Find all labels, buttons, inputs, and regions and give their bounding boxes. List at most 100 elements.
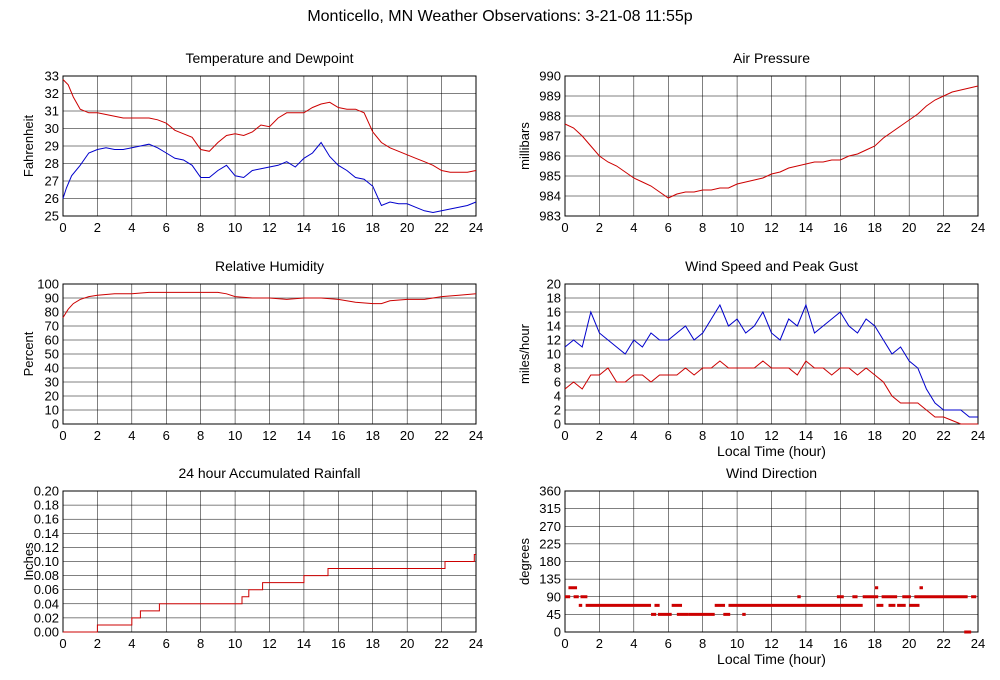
- x-tick-label: 16: [833, 428, 847, 443]
- wind-direction-point: [676, 612, 689, 616]
- x-tick-label: 12: [262, 220, 276, 235]
- x-tick-label: 22: [434, 428, 448, 443]
- x-tick-label: 16: [833, 220, 847, 235]
- y-axis-label: miles/hour: [517, 323, 532, 384]
- wind-direction-point: [919, 586, 923, 590]
- chart-title: Wind Speed and Peak Gust: [685, 258, 858, 274]
- y-tick-label: 32: [45, 86, 59, 101]
- y-tick-label: 90: [547, 589, 561, 604]
- y-tick-label: 0.18: [34, 498, 59, 513]
- y-tick-label: 986: [539, 149, 561, 164]
- x-tick-label: 2: [94, 636, 101, 651]
- x-tick-label: 10: [228, 220, 242, 235]
- chart-panel-5: 0 2 4 6 8 10 12 14 16 18 20 22 240.000.020.040.060.0…: [21, 465, 483, 651]
- x-tick-label: 4: [128, 220, 135, 235]
- series-line-1: [62, 79, 477, 173]
- y-axis-label: Fahrenheit: [21, 115, 36, 178]
- y-tick-label: 100: [37, 277, 59, 292]
- x-tick-label: 0: [59, 636, 66, 651]
- x-tick-label: 10: [228, 428, 242, 443]
- x-tick-label: 6: [665, 636, 672, 651]
- x-tick-label: 18: [868, 220, 882, 235]
- y-tick-label: 18: [547, 291, 561, 306]
- x-axis-label: Local Time (hour): [717, 443, 826, 459]
- x-tick-label: 18: [366, 428, 380, 443]
- wind-direction-point: [580, 595, 588, 599]
- y-tick-label: 0: [52, 417, 59, 432]
- x-tick-label: 10: [730, 636, 744, 651]
- x-tick-label: 24: [469, 220, 483, 235]
- wind-direction-point: [862, 595, 879, 599]
- wind-direction-point: [654, 603, 660, 607]
- x-tick-label: 8: [197, 220, 204, 235]
- wind-direction-point: [914, 595, 968, 599]
- x-tick-label: 14: [297, 428, 311, 443]
- y-tick-label: 0.04: [34, 596, 59, 611]
- wind-direction-point: [874, 586, 879, 590]
- y-tick-label: 0: [554, 625, 561, 640]
- figure-title: Monticello, MN Weather Observations: 3-2…: [307, 8, 693, 25]
- x-tick-label: 18: [366, 220, 380, 235]
- chart-title: 24 hour Accumulated Rainfall: [178, 465, 360, 481]
- x-tick-label: 2: [596, 428, 603, 443]
- x-tick-label: 12: [262, 428, 276, 443]
- y-tick-label: 0.12: [34, 540, 59, 555]
- series-line-1: [63, 554, 476, 633]
- y-tick-label: 50: [45, 347, 59, 362]
- wind-direction-point: [876, 603, 884, 607]
- y-tick-label: 30: [45, 121, 59, 136]
- x-tick-label: 4: [128, 428, 135, 443]
- y-tick-label: 987: [539, 129, 561, 144]
- y-tick-label: 26: [45, 191, 59, 206]
- x-tick-label: 6: [665, 220, 672, 235]
- x-tick-label: 6: [665, 428, 672, 443]
- x-tick-label: 2: [596, 220, 603, 235]
- series-line-2: [62, 141, 477, 214]
- wind-direction-point: [585, 603, 652, 607]
- x-tick-label: 22: [936, 636, 950, 651]
- y-tick-label: 0.08: [34, 568, 59, 583]
- wind-direction-point: [964, 630, 972, 634]
- chart-title: Relative Humidity: [215, 258, 324, 274]
- x-tick-label: 4: [630, 636, 637, 651]
- wind-direction-point: [836, 595, 844, 599]
- x-tick-label: 8: [699, 428, 706, 443]
- x-tick-label: 10: [730, 428, 744, 443]
- x-tick-label: 8: [699, 636, 706, 651]
- y-axis-label: Percent: [21, 331, 36, 376]
- x-tick-label: 16: [331, 428, 345, 443]
- wind-direction-point: [971, 595, 977, 599]
- y-tick-label: 983: [539, 209, 561, 224]
- x-tick-label: 8: [699, 220, 706, 235]
- series-line-1: [564, 303, 978, 418]
- y-tick-label: 0.10: [34, 554, 59, 569]
- x-tick-label: 6: [163, 636, 170, 651]
- wind-direction-point: [714, 603, 726, 607]
- wind-direction-point: [909, 603, 920, 607]
- y-tick-label: 270: [539, 519, 561, 534]
- x-tick-label: 8: [197, 428, 204, 443]
- wind-direction-point: [897, 603, 906, 607]
- x-tick-label: 12: [764, 220, 778, 235]
- wind-direction-point: [742, 612, 746, 616]
- x-tick-label: 22: [936, 428, 950, 443]
- chart-title: Temperature and Dewpoint: [185, 50, 353, 66]
- y-tick-label: 0: [554, 417, 561, 432]
- chart-panel-1: 0 2 4 6 8 10 12 14 16 18 20 22 24252627282930313233T…: [21, 50, 483, 235]
- wind-direction-point: [568, 586, 578, 590]
- y-tick-label: 20: [45, 389, 59, 404]
- y-tick-label: 28: [45, 156, 59, 171]
- y-tick-label: 20: [547, 277, 561, 292]
- x-tick-label: 0: [59, 428, 66, 443]
- x-tick-label: 24: [469, 428, 483, 443]
- x-tick-label: 20: [400, 428, 414, 443]
- x-axis-label: Local Time (hour): [717, 651, 826, 667]
- y-tick-label: 14: [547, 319, 561, 334]
- wind-direction-point: [657, 612, 672, 616]
- wind-direction-point: [688, 612, 715, 616]
- x-tick-label: 12: [764, 636, 778, 651]
- x-tick-label: 2: [94, 220, 101, 235]
- wind-direction-point: [651, 612, 657, 616]
